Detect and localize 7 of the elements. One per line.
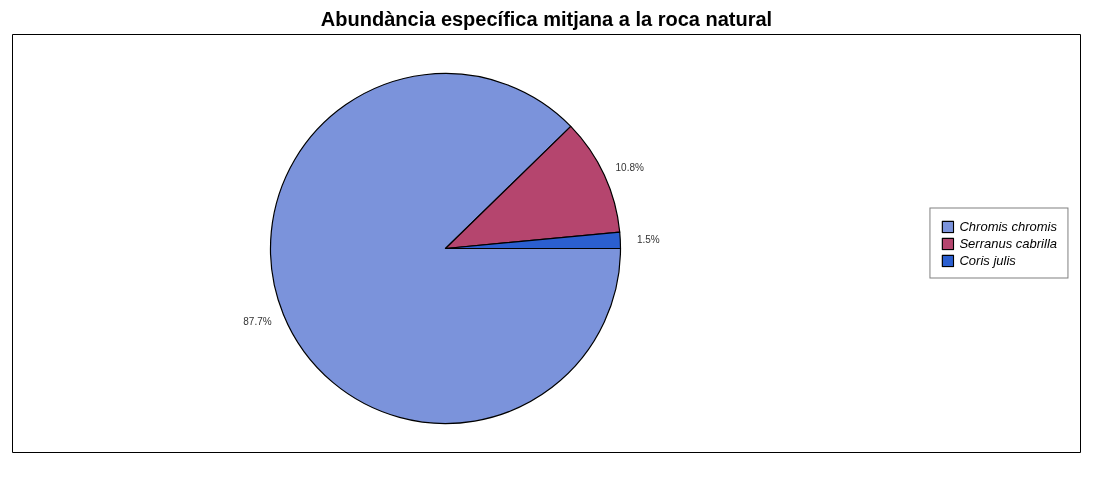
chart-title: Abundància específica mitjana a la roca natural [320, 7, 773, 30]
legend-label: Coris julis [959, 252, 1016, 268]
legend-label: Chromis chromis [959, 218, 1057, 234]
data-label: 87.7% [243, 315, 272, 327]
data-label: 10.8% [615, 162, 645, 174]
data-label: 1.5% [636, 233, 660, 245]
legend-label: Serranus cabrilla [959, 235, 1057, 251]
